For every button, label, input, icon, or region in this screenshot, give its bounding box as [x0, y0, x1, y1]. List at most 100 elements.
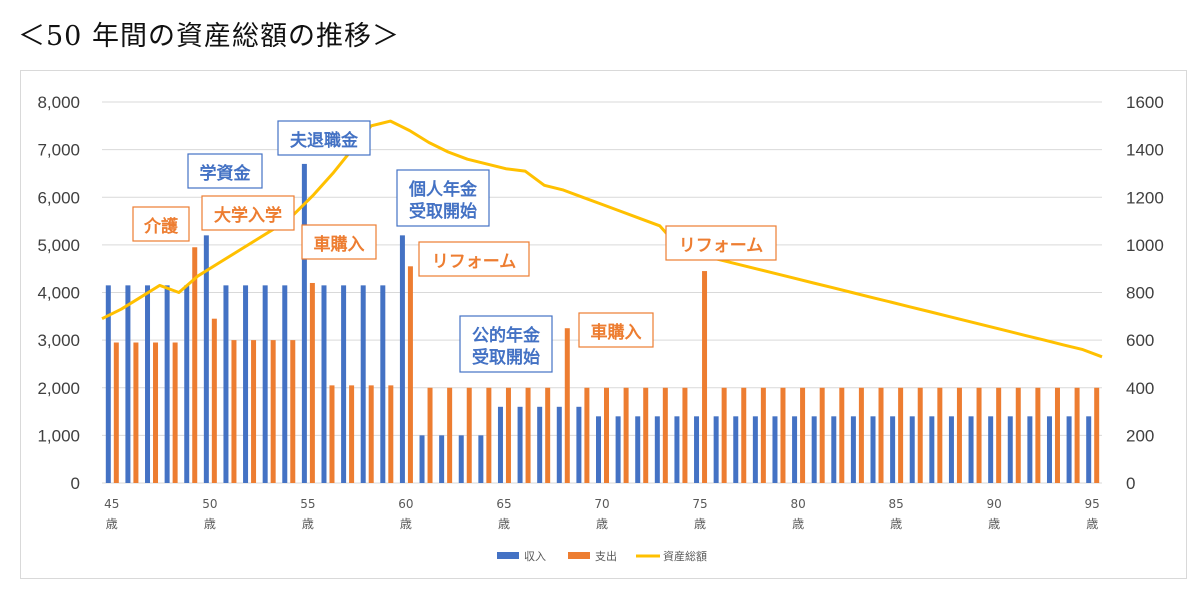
bar-income [674, 416, 680, 483]
bar-expense [309, 282, 315, 483]
x-tick-label: 75 [692, 497, 707, 511]
annotation-box [277, 120, 371, 156]
bar-income [164, 285, 170, 483]
legend-swatch [568, 552, 590, 559]
bar-expense [682, 387, 688, 483]
bar-expense [505, 387, 511, 483]
legend-label: 資産総額 [663, 549, 707, 563]
bar-expense [1094, 387, 1100, 483]
bar-income [203, 235, 209, 483]
annotation-box [665, 225, 777, 261]
bar-expense [741, 387, 747, 483]
bar-income [478, 435, 484, 483]
bar-income [262, 285, 268, 483]
bar-expense [153, 342, 159, 483]
bar-expense [545, 387, 551, 483]
bar-expense [760, 387, 766, 483]
bar-expense [447, 387, 453, 483]
bar-income [497, 406, 503, 483]
bar-income [282, 285, 288, 483]
bar-income [792, 416, 798, 483]
y-right-tick-label: 1600 [1126, 93, 1164, 112]
bar-income [105, 285, 111, 483]
annotation-box [396, 169, 490, 227]
bar-expense [839, 387, 845, 483]
bar-income [380, 285, 386, 483]
bar-expense [251, 340, 257, 483]
x-tick-label: 90 [987, 497, 1002, 511]
annotation-box [201, 195, 295, 231]
y-left-tick-label: 6,000 [37, 188, 80, 207]
bar-income [341, 285, 347, 483]
bar-expense [113, 342, 119, 483]
bar-expense [584, 387, 590, 483]
line-asset-total [101, 119, 1103, 359]
bar-expense [976, 387, 982, 483]
bar-expense [329, 385, 335, 483]
y-right-tick-label: 600 [1126, 331, 1154, 350]
annotation-box [187, 153, 263, 189]
bar-income [1007, 416, 1013, 483]
x-tick-suffix: 歳 [890, 517, 902, 531]
y-right-tick-label: 0 [1126, 474, 1135, 493]
bar-expense [368, 385, 374, 483]
x-tick-label: 85 [888, 497, 903, 511]
annotation-label: 介護 [143, 216, 179, 237]
x-tick-suffix: 歳 [596, 517, 608, 531]
bar-income [1046, 416, 1052, 483]
x-tick-label: 50 [202, 497, 217, 511]
bar-income [752, 416, 758, 483]
bar-expense [1015, 387, 1021, 483]
y-right-tick-label: 1000 [1126, 236, 1164, 255]
bar-expense [407, 266, 413, 483]
bar-income [1027, 416, 1033, 483]
y-right-tick-label: 1400 [1126, 141, 1164, 160]
x-tick-suffix: 歳 [302, 517, 314, 531]
bar-expense [133, 342, 139, 483]
y-right-tick-label: 800 [1126, 284, 1154, 303]
bar-income [145, 285, 151, 483]
bar-income [909, 416, 915, 483]
bar-expense [211, 318, 217, 483]
bar-income [243, 285, 249, 483]
bar-expense [819, 387, 825, 483]
x-tick-suffix: 歳 [498, 517, 510, 531]
bar-income [811, 416, 817, 483]
bar-expense [388, 385, 394, 483]
bar-income [419, 435, 425, 483]
bar-income [772, 416, 778, 483]
annotation-box [578, 312, 654, 348]
bar-income [654, 416, 660, 483]
page-title: ＜50 年間の資産総額の推移＞ [18, 21, 400, 52]
bar-expense [800, 387, 806, 483]
annotation-label: 受取開始 [409, 201, 477, 222]
bar-income [576, 406, 582, 483]
x-tick-suffix: 歳 [106, 517, 118, 531]
x-tick-label: 70 [594, 497, 609, 511]
y-right-tick-label: 200 [1126, 426, 1154, 445]
bar-income [439, 435, 445, 483]
x-tick-label: 95 [1085, 497, 1100, 511]
bar-income [615, 416, 621, 483]
bar-income [831, 416, 837, 483]
legend-swatch [497, 552, 519, 559]
bar-expense [878, 387, 884, 483]
bar-expense [643, 387, 649, 483]
bar-expense [623, 387, 629, 483]
y-left-tick-label: 1,000 [37, 426, 80, 445]
bar-expense [604, 387, 609, 483]
bar-expense [270, 340, 276, 483]
bar-expense [858, 387, 864, 483]
bar-expense [427, 387, 433, 483]
bar-expense [466, 387, 472, 483]
y-right-tick-label: 1200 [1126, 188, 1164, 207]
bar-income [223, 285, 229, 483]
x-tick-suffix: 歳 [694, 517, 706, 531]
x-tick-suffix: 歳 [988, 517, 1000, 531]
annotation-label: リフォーム [679, 236, 764, 256]
bar-income [537, 406, 543, 483]
bar-income [1086, 416, 1092, 483]
annotation-label: 車購入 [591, 322, 642, 343]
y-left-tick-label: 5,000 [37, 236, 80, 255]
